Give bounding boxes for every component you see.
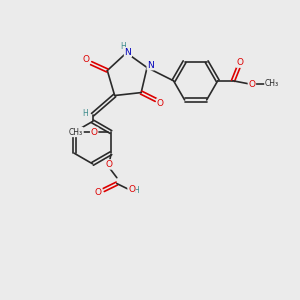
Text: CH₃: CH₃ bbox=[265, 79, 279, 88]
Text: O: O bbox=[236, 58, 243, 67]
Text: O: O bbox=[157, 99, 164, 108]
Text: N: N bbox=[124, 48, 131, 57]
Text: O: O bbox=[91, 128, 98, 136]
Text: O: O bbox=[95, 188, 102, 197]
Text: O: O bbox=[106, 160, 113, 169]
Text: H: H bbox=[82, 109, 88, 118]
Text: O: O bbox=[82, 55, 89, 64]
Text: O: O bbox=[128, 185, 135, 194]
Text: H: H bbox=[120, 42, 126, 51]
Text: H: H bbox=[134, 186, 140, 195]
Text: N: N bbox=[147, 61, 154, 70]
Text: O: O bbox=[248, 80, 255, 89]
Text: CH₃: CH₃ bbox=[69, 128, 83, 136]
